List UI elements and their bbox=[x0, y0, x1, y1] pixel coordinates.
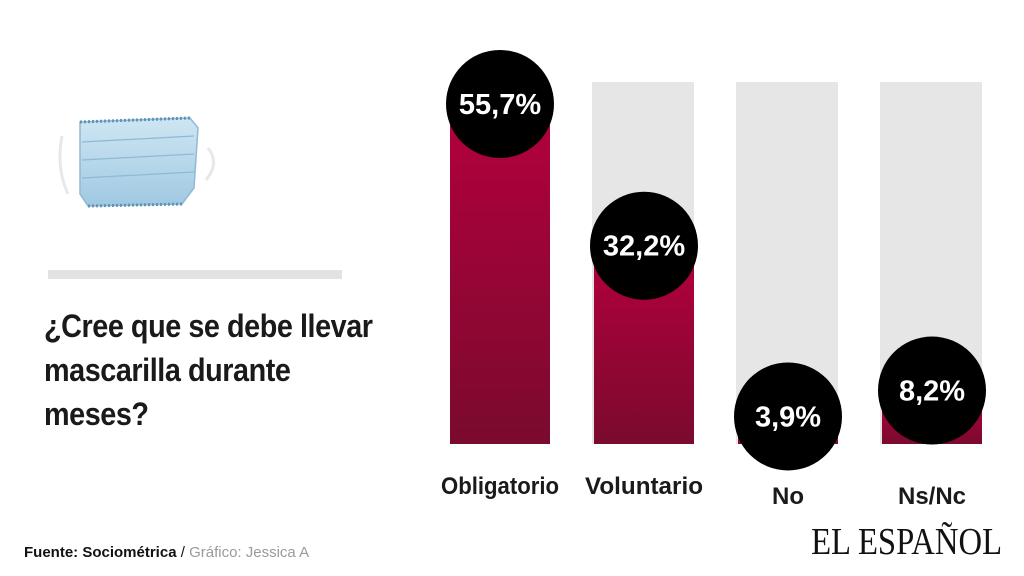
face-mask-icon bbox=[58, 116, 215, 208]
value-label-obligatorio: 55,7% bbox=[459, 89, 541, 121]
footer: Fuente: Sociométrica / Gráfico: Jessica … bbox=[24, 544, 309, 561]
separator: / bbox=[176, 544, 190, 561]
value-label-no: 3,9% bbox=[755, 401, 821, 433]
category-label-voluntario: Voluntario bbox=[585, 473, 703, 500]
source-text: Fuente: Sociométrica bbox=[24, 544, 177, 561]
value-label-ns-nc: 8,2% bbox=[899, 376, 965, 408]
credit-text: Gráfico: Jessica A bbox=[189, 544, 310, 561]
bar-obligatorio bbox=[450, 107, 550, 445]
value-bubble-no bbox=[734, 362, 842, 471]
value-bubble-obligatorio bbox=[446, 49, 554, 158]
value-label-voluntario: 32,2% bbox=[603, 231, 685, 263]
chart-question-title: ¿Cree que se debe llevar mascarilla dura… bbox=[44, 308, 373, 432]
value-bubble-ns-nc bbox=[878, 336, 986, 445]
category-label-ns-nc: Ns/Nc bbox=[898, 483, 966, 510]
category-label-obligatorio: Obligatorio bbox=[441, 473, 559, 500]
value-bubble-voluntario bbox=[590, 191, 698, 300]
el-espanol-logo: EL ESPAÑOL bbox=[811, 521, 1002, 563]
divider bbox=[48, 270, 342, 279]
category-label-no: No bbox=[772, 483, 804, 510]
